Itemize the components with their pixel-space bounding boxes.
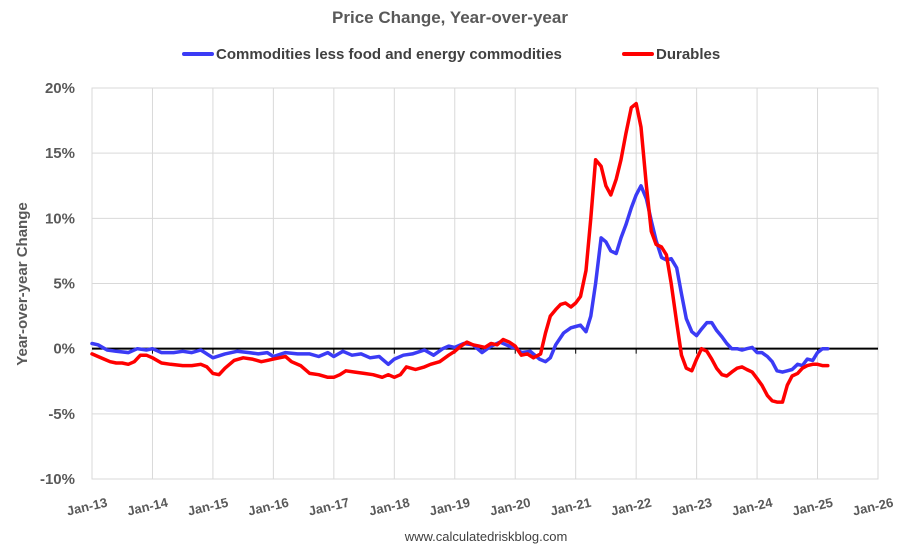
y-tick-label: 0% [53, 341, 75, 358]
legend-label-commodities: Commodities less food and energy commodi… [216, 46, 562, 63]
y-tick-label: 5% [53, 276, 75, 293]
y-tick-label: -10% [40, 471, 75, 488]
series-line-commodities [90, 184, 830, 374]
y-axis-ticks: -10% -5% 0% 5% 10% 15% 20% [40, 80, 75, 488]
legend-label-durables: Durables [656, 46, 720, 63]
chart-title: Price Change, Year-over-year [332, 8, 568, 27]
series-group [90, 101, 830, 404]
legend: Commodities less food and energy commodi… [182, 46, 720, 63]
y-tick-label: 20% [45, 80, 75, 97]
y-tick-label: 15% [45, 145, 75, 162]
y-tick-label: 10% [45, 210, 75, 227]
series-line-durables [90, 101, 830, 404]
plot-area-border [91, 87, 879, 480]
source-credit: www.calculatedriskblog.com [404, 529, 568, 544]
y-axis-label: Year-over-year Change [14, 202, 31, 365]
y-tick-label: -5% [48, 406, 75, 423]
